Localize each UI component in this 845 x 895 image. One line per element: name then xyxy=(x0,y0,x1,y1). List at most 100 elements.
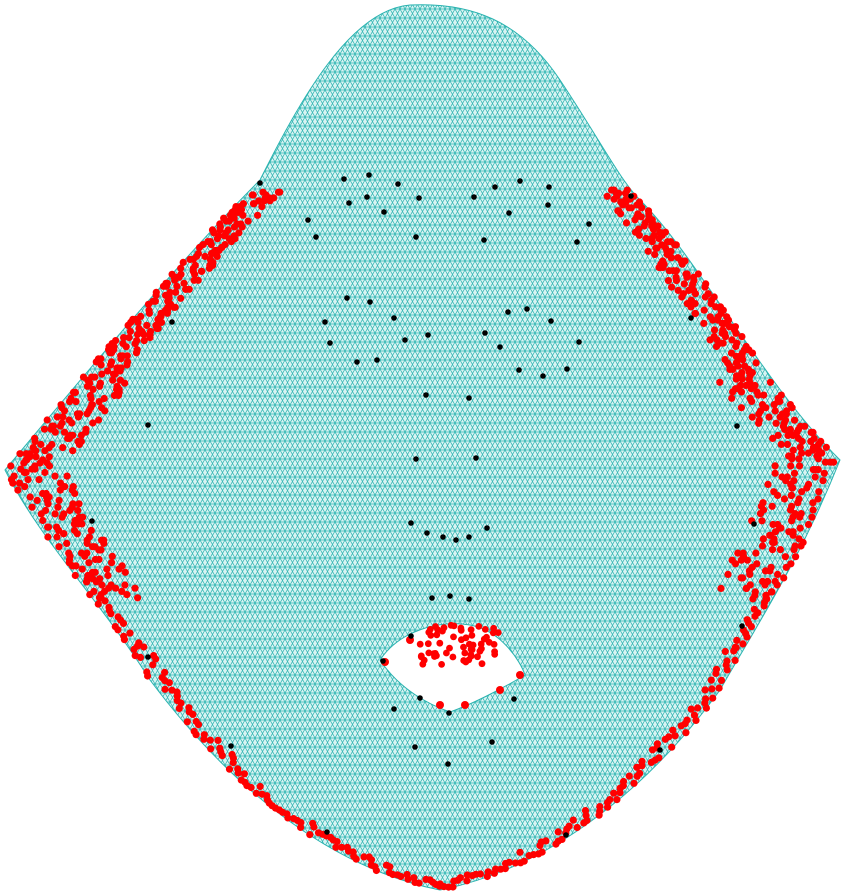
landmark-point xyxy=(466,534,472,540)
red-vertex xyxy=(240,770,248,778)
red-vertex xyxy=(788,484,796,492)
red-vertex xyxy=(121,581,129,589)
red-vertex xyxy=(796,513,804,521)
landmark-point xyxy=(506,210,512,216)
red-vertex xyxy=(113,364,121,372)
red-vertex xyxy=(768,502,776,510)
red-vertex xyxy=(461,649,469,657)
red-vertex xyxy=(41,468,49,477)
red-vertex xyxy=(792,553,800,561)
red-vertex xyxy=(168,270,176,278)
red-vertex xyxy=(100,394,108,403)
red-vertex xyxy=(422,875,430,884)
red-vertex xyxy=(104,571,112,580)
red-vertex xyxy=(719,339,727,347)
red-vertex xyxy=(692,716,700,725)
red-vertex xyxy=(107,358,116,366)
red-vertex xyxy=(185,704,193,712)
landmark-point xyxy=(492,184,498,190)
red-vertex xyxy=(798,437,806,445)
red-vertex xyxy=(134,594,142,602)
red-vertex xyxy=(367,861,375,869)
landmark-point xyxy=(228,743,234,749)
red-vertex xyxy=(762,404,770,412)
red-vertex xyxy=(59,444,67,452)
red-vertex xyxy=(707,676,715,684)
red-vertex xyxy=(177,264,185,272)
red-vertex xyxy=(616,789,624,797)
red-vertex xyxy=(24,476,32,484)
red-vertex xyxy=(438,661,445,668)
red-vertex xyxy=(216,220,224,228)
red-vertex xyxy=(190,727,198,735)
red-vertex xyxy=(497,865,505,873)
red-vertex xyxy=(595,811,603,819)
red-vertex xyxy=(474,653,481,661)
red-vertex xyxy=(761,581,769,589)
red-vertex xyxy=(338,843,346,851)
landmark-point xyxy=(424,530,430,536)
red-vertex xyxy=(306,831,314,839)
red-vertex xyxy=(206,255,214,263)
red-vertex xyxy=(742,381,750,390)
red-vertex xyxy=(782,477,790,485)
red-vertex xyxy=(180,279,188,287)
landmark-point xyxy=(489,739,495,745)
red-vertex xyxy=(734,549,742,557)
red-vertex xyxy=(617,210,625,218)
red-vertex xyxy=(71,571,79,580)
red-vertex xyxy=(259,188,267,196)
red-vertex xyxy=(773,581,781,589)
red-vertex xyxy=(467,645,475,653)
red-vertex xyxy=(798,488,806,496)
boundary-vertices xyxy=(7,186,838,891)
red-vertex xyxy=(468,632,476,639)
red-vertex xyxy=(69,447,77,455)
red-vertex xyxy=(42,506,50,515)
red-vertex xyxy=(804,449,813,457)
landmark-point xyxy=(305,217,311,223)
red-vertex xyxy=(687,303,695,311)
red-vertex xyxy=(7,462,15,470)
red-vertex xyxy=(648,746,657,754)
red-vertex xyxy=(258,790,266,798)
landmark-point xyxy=(374,357,380,363)
landmark-point xyxy=(402,337,408,343)
red-vertex xyxy=(416,640,424,648)
red-vertex xyxy=(198,267,206,275)
red-vertex xyxy=(53,523,61,531)
red-vertex xyxy=(804,520,813,529)
red-vertex xyxy=(721,647,729,656)
red-vertex xyxy=(786,425,795,433)
red-vertex xyxy=(631,216,639,224)
red-vertex xyxy=(53,533,61,541)
red-vertex xyxy=(777,440,785,448)
red-vertex xyxy=(661,735,669,743)
red-vertex xyxy=(433,631,441,639)
red-vertex xyxy=(224,226,232,234)
red-vertex xyxy=(729,365,737,373)
landmark-point xyxy=(511,696,517,702)
red-vertex xyxy=(683,273,691,281)
red-vertex xyxy=(485,638,493,646)
red-vertex xyxy=(728,394,736,402)
red-vertex xyxy=(712,669,720,678)
red-vertex xyxy=(88,373,96,381)
red-vertex xyxy=(788,404,796,412)
red-vertex xyxy=(70,526,79,535)
red-vertex xyxy=(143,668,151,676)
red-vertex xyxy=(63,472,71,480)
red-vertex xyxy=(77,549,86,557)
red-vertex xyxy=(465,656,473,664)
red-vertex xyxy=(21,483,29,491)
red-vertex xyxy=(694,704,702,712)
landmark-point xyxy=(482,330,488,336)
landmark-point xyxy=(366,172,372,178)
red-vertex xyxy=(26,450,34,458)
red-vertex xyxy=(244,217,252,225)
red-vertex xyxy=(194,276,202,284)
red-vertex xyxy=(790,546,798,554)
red-vertex xyxy=(781,425,789,433)
red-vertex xyxy=(796,443,804,451)
red-vertex xyxy=(94,355,103,363)
